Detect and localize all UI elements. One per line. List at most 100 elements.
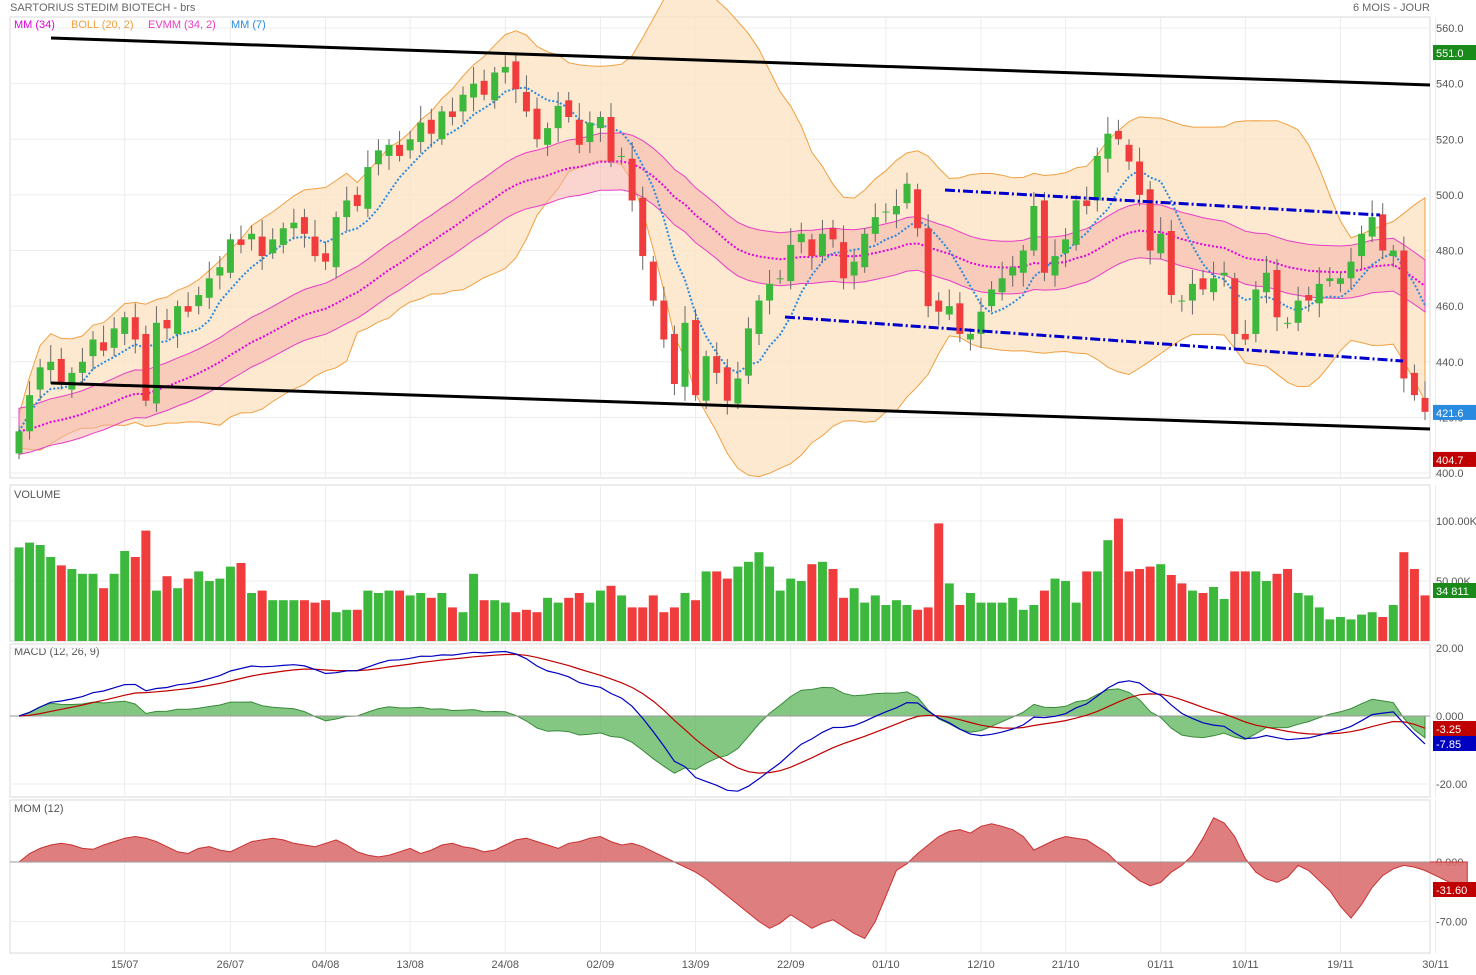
volume-bar [1325,619,1335,641]
candle-body [692,320,700,396]
evmm-envelope [18,132,1426,456]
candle-body [575,119,583,145]
candle-body [966,333,974,340]
volume-bar [120,551,130,641]
candle-body [787,244,795,282]
x-tick-label: 30/11 [1422,959,1449,971]
volume-bar [395,590,405,641]
volume-bar [1071,602,1081,641]
volume-bar [500,602,510,641]
volume-bar [1304,595,1314,641]
volume-bar [606,585,616,641]
volume-bar [490,600,500,641]
volume-bar [257,590,267,641]
price-tick-label: 520.0 [1436,134,1464,146]
volume-bar [194,571,204,641]
volume-bar [1346,619,1356,641]
price-low-label: 404.7 [1436,455,1464,467]
volume-bar [1388,605,1398,641]
candle-body [121,317,129,334]
volume-bar [299,600,309,641]
price-tick-label: 460.0 [1436,301,1464,313]
volume-bar [1357,614,1367,641]
candle-body [1040,200,1048,273]
volume-bar [1272,573,1282,641]
volume-bar [1409,569,1419,641]
volume-bar [1018,609,1028,641]
candle-body [988,289,996,307]
mom-tick-label: -70.00 [1436,917,1467,929]
candle-body [89,339,97,357]
x-tick-label: 22/09 [777,959,805,971]
volume-bar [860,602,870,641]
candle-body [226,239,234,273]
x-tick-label: 13/08 [396,959,424,971]
volume-bar [225,566,235,641]
price-tick-label: 440.0 [1436,357,1464,369]
candle-body [1199,278,1207,290]
x-tick-label: 24/08 [492,959,520,971]
candle-body [977,311,985,334]
volume-bar [997,602,1007,641]
candle-body [1347,261,1355,279]
mm7-line [18,86,1426,432]
candle-body [755,300,763,334]
candle-body [1241,333,1249,340]
mom-last-box [1433,882,1476,897]
candle-body [618,155,626,157]
candle-body [57,358,65,384]
candle-body [850,261,858,276]
candle-body [205,278,213,298]
mom-last-label: -31.60 [1436,885,1467,897]
candle-body [1294,300,1302,323]
volume-bar [532,612,542,641]
volume-bar [447,607,457,641]
period-label: 6 MOIS - JOUR [1352,2,1430,14]
volume-bar [405,595,415,641]
volume-bar [416,593,426,641]
candle-body [1284,322,1292,324]
volume-bar [77,573,87,641]
volume-bar [1293,593,1303,641]
candle-body [322,253,330,262]
volume-bar [1061,581,1071,641]
volume-bar [1261,581,1271,641]
legend-evmm: EVMM (34, 2) [148,19,216,31]
volume-bar [1039,590,1049,641]
volume-bar [669,607,679,641]
candle-body [300,217,308,234]
volume-bar [1135,569,1145,641]
candle-body [1231,278,1239,334]
candle-body [152,322,160,404]
volume-bar [1082,571,1092,641]
candle-body [596,117,604,129]
volume-bar [765,566,775,641]
candle-body [248,233,256,240]
volume-bar [25,542,35,641]
volume-bar [236,563,246,641]
volume-bar [891,600,901,641]
candle-body [1315,283,1323,304]
candle-body [744,328,752,376]
candle-body [1220,272,1228,276]
volume-bar [574,593,584,641]
x-tick-label: 01/11 [1147,959,1174,971]
candle-body [195,295,203,307]
volume-bar [902,605,912,641]
candle-body [956,303,964,334]
candle-body [840,242,848,279]
candle-body [501,66,509,73]
volume-bar [321,600,331,641]
candle-body [142,333,150,401]
candle-body [100,342,108,351]
volume-bar [247,593,257,641]
candle-body [1368,217,1376,237]
volume-bar [130,557,140,641]
candle-body [1146,189,1154,251]
volume-bar [1367,612,1377,641]
volume-bar [1283,569,1293,641]
volume-bar [1420,595,1430,641]
candle-body [470,83,478,98]
candle-body [1305,295,1313,301]
